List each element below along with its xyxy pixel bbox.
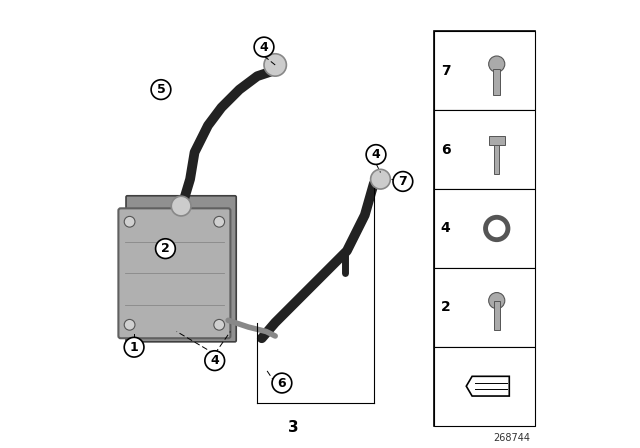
Circle shape	[214, 319, 225, 330]
Circle shape	[124, 319, 135, 330]
Circle shape	[156, 239, 175, 258]
FancyBboxPatch shape	[118, 208, 230, 338]
Circle shape	[366, 145, 386, 164]
Text: 4: 4	[440, 221, 451, 236]
Circle shape	[489, 293, 505, 309]
Text: 2: 2	[440, 300, 451, 314]
Bar	[435, 110, 535, 189]
Bar	[435, 31, 535, 110]
Text: 5: 5	[157, 83, 165, 96]
Bar	[493, 69, 500, 95]
Circle shape	[124, 216, 135, 227]
Bar	[493, 301, 500, 330]
Text: 1: 1	[130, 340, 138, 354]
Text: 6: 6	[440, 142, 451, 157]
Text: 2: 2	[161, 242, 170, 255]
Text: 4: 4	[372, 148, 380, 161]
Circle shape	[172, 196, 191, 216]
FancyBboxPatch shape	[126, 196, 236, 342]
Circle shape	[486, 217, 508, 240]
Text: 268744: 268744	[493, 433, 531, 443]
Bar	[435, 268, 535, 347]
Bar	[435, 347, 535, 426]
Bar	[435, 189, 535, 268]
Bar	[494, 145, 499, 174]
Bar	[435, 31, 535, 426]
Circle shape	[371, 169, 390, 189]
Polygon shape	[467, 376, 509, 396]
Text: 7: 7	[399, 175, 407, 188]
Text: 6: 6	[278, 376, 286, 390]
Text: 7: 7	[440, 64, 451, 78]
Circle shape	[489, 56, 505, 72]
Circle shape	[254, 37, 274, 57]
Circle shape	[272, 373, 292, 393]
Text: 4: 4	[260, 40, 268, 54]
Circle shape	[205, 351, 225, 370]
Text: 3: 3	[288, 420, 298, 435]
Circle shape	[124, 337, 144, 357]
Circle shape	[393, 172, 413, 191]
Bar	[489, 136, 505, 145]
Circle shape	[264, 54, 287, 76]
Circle shape	[151, 80, 171, 99]
Text: 4: 4	[211, 354, 219, 367]
Circle shape	[214, 216, 225, 227]
